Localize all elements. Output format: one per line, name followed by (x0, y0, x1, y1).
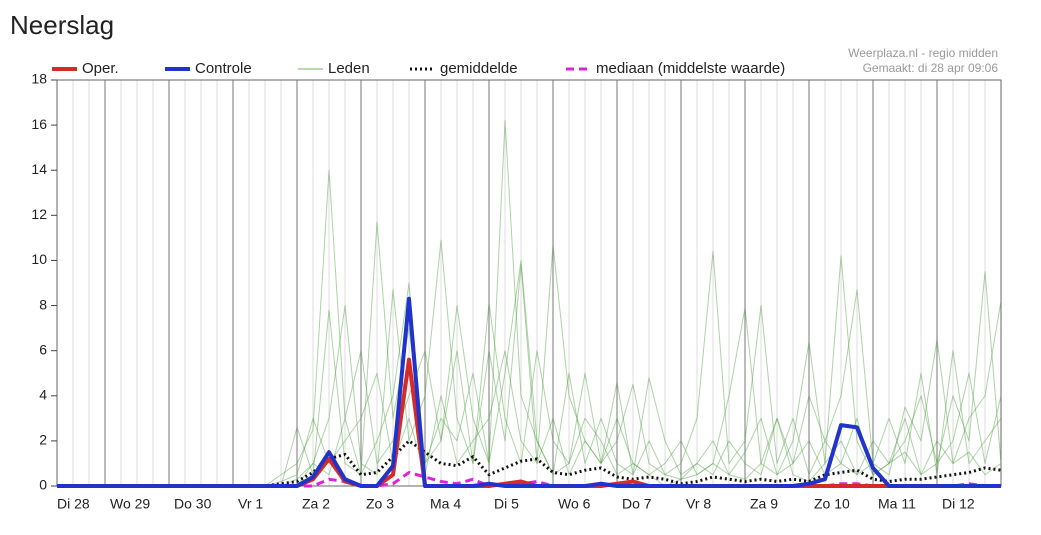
source-note: Weerplaza.nl - regio midden (848, 46, 998, 60)
y-tick-label: 16 (31, 116, 47, 132)
x-tick-label: Zo 10 (814, 496, 850, 512)
made-note: Gemaakt: di 28 apr 09:06 (863, 61, 999, 75)
x-tick-label: Wo 29 (110, 496, 150, 512)
legend-label: Oper. (82, 60, 119, 77)
y-tick-label: 4 (39, 386, 47, 402)
series-line (57, 357, 1001, 488)
y-tick-label: 2 (39, 432, 47, 448)
y-tick-label: 8 (39, 296, 47, 312)
x-tick-label: Vr 1 (238, 496, 263, 512)
x-tick-label: Do 30 (174, 496, 212, 512)
x-tick-label: Za 9 (750, 496, 778, 512)
legend-label: mediaan (middelste waarde) (596, 60, 785, 77)
x-tick-label: Do 7 (622, 496, 652, 512)
legend-label: Leden (328, 60, 370, 77)
legend-label: Controle (195, 60, 252, 77)
series-line (57, 439, 1002, 488)
member-line (57, 239, 1002, 487)
x-tick-label: Wo 6 (558, 496, 591, 512)
x-tick-label: Di 5 (494, 496, 519, 512)
y-tick-label: 12 (31, 206, 47, 222)
x-tick-label: Ma 4 (430, 496, 461, 512)
x-tick-label: Za 2 (302, 496, 330, 512)
series-line (57, 296, 1001, 488)
x-tick-label: Vr 8 (686, 496, 711, 512)
x-tick-label: Di 28 (57, 496, 90, 512)
y-tick-label: 18 (31, 71, 47, 87)
y-tick-label: 14 (31, 161, 47, 177)
legend-label: gemiddelde (440, 60, 518, 77)
y-tick-label: 0 (39, 477, 47, 493)
y-tick-label: 6 (39, 341, 47, 357)
x-tick-label: Di 12 (942, 496, 975, 512)
x-tick-label: Zo 3 (366, 496, 394, 512)
chart-title: Neerslag (10, 10, 114, 40)
y-tick-label: 10 (31, 251, 47, 267)
x-tick-label: Ma 11 (878, 496, 916, 512)
